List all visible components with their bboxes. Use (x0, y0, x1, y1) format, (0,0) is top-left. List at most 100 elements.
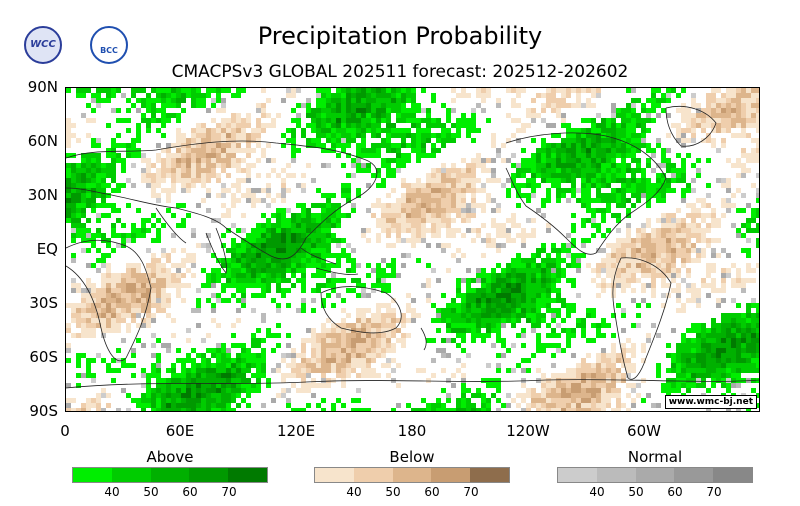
probability-cell (541, 383, 546, 388)
probability-cell (71, 333, 76, 338)
probability-cell (411, 233, 416, 238)
probability-cell (276, 343, 281, 348)
probability-cell (191, 153, 196, 158)
probability-cell (346, 368, 351, 373)
probability-cell (431, 223, 436, 228)
probability-cell (561, 248, 566, 253)
probability-cell (206, 248, 211, 253)
probability-cell (756, 208, 759, 213)
probability-cell (91, 118, 96, 123)
probability-cell (706, 388, 711, 393)
probability-cell (171, 233, 176, 238)
probability-cell (651, 273, 656, 278)
probability-cell (516, 118, 521, 123)
probability-cell (561, 93, 566, 98)
probability-cell (231, 183, 236, 188)
probability-cell (746, 253, 751, 258)
probability-cell (161, 388, 166, 393)
probability-cell (276, 208, 281, 213)
probability-cell (476, 158, 481, 163)
probability-cell (421, 153, 426, 158)
probability-cell (91, 288, 96, 293)
probability-cell (426, 208, 431, 213)
probability-cell (151, 238, 156, 243)
probability-cell (461, 93, 466, 98)
probability-cell (376, 328, 381, 333)
probability-cell (76, 168, 81, 173)
probability-cell (666, 148, 671, 153)
probability-cell (706, 358, 711, 363)
probability-cell (651, 403, 656, 408)
probability-cell (626, 243, 631, 248)
probability-cell (196, 288, 201, 293)
probability-cell (731, 338, 736, 343)
probability-cell (716, 298, 721, 303)
probability-cell (86, 308, 91, 313)
probability-cell (626, 358, 631, 363)
probability-cell (366, 293, 371, 298)
probability-cell (471, 173, 476, 178)
probability-cell (301, 408, 306, 411)
probability-cell (626, 238, 631, 243)
probability-cell (446, 193, 451, 198)
probability-cell (136, 293, 141, 298)
probability-cell (301, 353, 306, 358)
probability-cell (281, 373, 286, 378)
probability-cell (351, 278, 356, 283)
probability-cell (396, 403, 401, 408)
probability-cell (396, 233, 401, 238)
probability-cell (106, 153, 111, 158)
probability-cell (591, 408, 596, 411)
probability-cell (381, 163, 386, 168)
probability-cell (476, 88, 481, 93)
probability-cell (381, 183, 386, 188)
probability-cell (381, 213, 386, 218)
probability-cell (216, 373, 221, 378)
probability-cell (251, 198, 256, 203)
probability-cell (101, 278, 106, 283)
probability-cell (411, 108, 416, 113)
probability-cell (581, 198, 586, 203)
probability-cell (196, 363, 201, 368)
probability-cell (646, 118, 651, 123)
probability-cell (411, 88, 416, 93)
probability-cell (556, 323, 561, 328)
probability-cell (291, 158, 296, 163)
probability-cell (211, 293, 216, 298)
probability-cell (436, 398, 441, 403)
probability-cell (461, 323, 466, 328)
probability-cell (606, 208, 611, 213)
legend-swatch (431, 468, 471, 482)
probability-cell (311, 288, 316, 293)
probability-cell (211, 383, 216, 388)
probability-cell (226, 228, 231, 233)
probability-cell (486, 178, 491, 183)
probability-cell (196, 203, 201, 208)
probability-cell (401, 228, 406, 233)
probability-cell (556, 348, 561, 353)
probability-cell (466, 353, 471, 358)
probability-cell (326, 93, 331, 98)
probability-cell (696, 293, 701, 298)
probability-cell (566, 333, 571, 338)
probability-cell (436, 223, 441, 228)
probability-cell (456, 403, 461, 408)
probability-cell (456, 358, 461, 363)
probability-cell (411, 193, 416, 198)
probability-cell (366, 333, 371, 338)
probability-cell (611, 258, 616, 263)
probability-cell (206, 373, 211, 378)
probability-cell (581, 203, 586, 208)
probability-cell (676, 133, 681, 138)
probability-cell (96, 228, 101, 233)
precipitation-map[interactable]: www.wmc-bj.net (65, 87, 760, 412)
probability-cell (601, 123, 606, 128)
probability-cell (381, 103, 386, 108)
probability-cell (636, 243, 641, 248)
probability-cell (526, 288, 531, 293)
probability-cell (181, 298, 186, 303)
legend-tick: 60 (424, 485, 440, 499)
probability-cell (531, 188, 536, 193)
probability-cell (506, 88, 511, 93)
probability-cell (701, 348, 706, 353)
